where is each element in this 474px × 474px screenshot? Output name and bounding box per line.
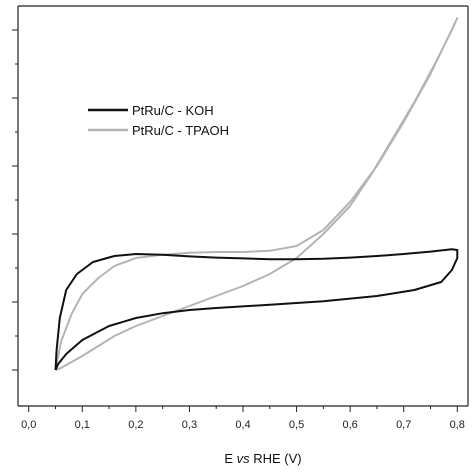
x-tick-label: 0,1 bbox=[75, 419, 90, 431]
x-axis-label: E vs RHE (V) bbox=[224, 451, 301, 466]
x-axis-label-italic: vs bbox=[237, 451, 251, 466]
x-tick-label: 0,0 bbox=[21, 419, 36, 431]
x-tick-label: 0,2 bbox=[128, 419, 143, 431]
y-axis-ticks bbox=[12, 29, 18, 371]
x-axis-label-suffix: RHE (V) bbox=[250, 451, 302, 466]
x-axis-ticks: 0,0 0,1 0,2 0,3 0,4 0,5 0,6 0,7 0,8 bbox=[21, 406, 465, 431]
legend: PtRu/C - KOH PtRu/C - TPAOH bbox=[88, 103, 229, 138]
series-line-ptru-c-koh bbox=[54, 248, 459, 371]
x-tick-label: 0,4 bbox=[235, 419, 250, 431]
series-layer bbox=[54, 17, 459, 371]
x-tick-label: 0,3 bbox=[182, 419, 197, 431]
x-tick-label: 0,7 bbox=[396, 419, 411, 431]
x-tick-label: 0,6 bbox=[342, 419, 357, 431]
plot-frame bbox=[17, 5, 469, 407]
x-tick-label: 0,8 bbox=[450, 419, 465, 431]
legend-label-ptru-c-koh: PtRu/C - KOH bbox=[132, 103, 214, 118]
series-line-ptru-c-tpaoh bbox=[54, 17, 459, 371]
x-tick-label: 0,5 bbox=[289, 419, 304, 431]
legend-label-ptru-c-tpaoh: PtRu/C - TPAOH bbox=[132, 123, 229, 138]
x-axis-label-prefix: E bbox=[224, 451, 236, 466]
